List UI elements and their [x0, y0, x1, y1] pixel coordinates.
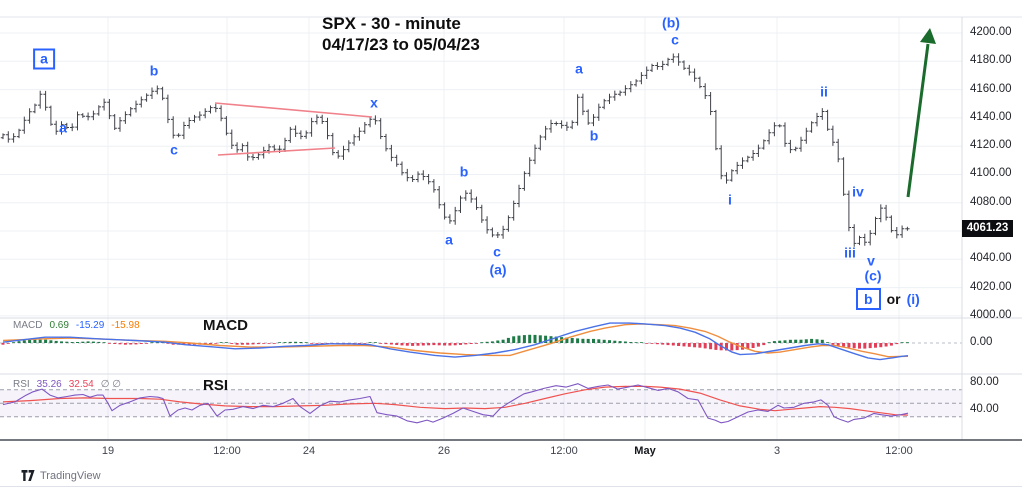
or-label: or [886, 291, 901, 307]
wave-label-iv[interactable]: iv [852, 183, 864, 200]
macd-line-value: -15.29 [75, 320, 105, 331]
trendline[interactable] [214, 102, 373, 118]
price-tick-label: 4100.00 [970, 167, 1012, 179]
rsi-ma-line [2, 385, 909, 416]
time-tick-label: May [634, 445, 656, 457]
wave-label-a[interactable]: a [59, 119, 67, 136]
trendline[interactable] [217, 147, 336, 156]
last-price-badge: 4061.23 [962, 220, 1013, 237]
wave-label-b[interactable]: b [459, 163, 469, 180]
wave-label-x[interactable]: x [370, 94, 378, 111]
tradingview-logo[interactable]: TradingView [21, 469, 101, 482]
macd-signal-line [2, 323, 909, 358]
price-tick-label: 4020.00 [970, 281, 1012, 293]
rsi-line [2, 383, 909, 424]
price-bars[interactable] [0, 53, 910, 247]
price-tick-label: 4180.00 [970, 54, 1012, 66]
rsi-legend[interactable]: RSI 35.26 32.54 ∅ ∅ [13, 379, 128, 390]
wave-label-a[interactable]: (a) [489, 261, 507, 278]
projection-arrow[interactable] [906, 28, 936, 198]
wave-label-c[interactable]: c [671, 31, 679, 48]
price-tick-label: 4140.00 [970, 111, 1012, 123]
rsi-tick-label: 80.00 [970, 376, 999, 388]
wave-label-b[interactable]: (b) [662, 14, 680, 31]
time-tick-label: 3 [773, 445, 781, 457]
rsi-ma-value: 32.54 [68, 379, 94, 390]
price-tick-label: 4040.00 [970, 252, 1012, 264]
time-axis[interactable]: 19 12:00 24 26 12:00 May 3 12:00 [0, 441, 962, 462]
wave-label-c[interactable]: c [493, 243, 501, 260]
wave-label-b[interactable]: b [589, 127, 599, 144]
macd-line [2, 322, 909, 361]
time-tick-label: 12:00 [550, 445, 578, 457]
rsi-line-value: 35.26 [36, 379, 62, 390]
tradingview-logo-text: TradingView [40, 469, 101, 482]
wave-label-i[interactable]: i [728, 191, 732, 208]
time-tick-label: 24 [302, 445, 316, 457]
price-axis[interactable]: 4200.00 4180.00 4160.00 4140.00 4120.00 4100.… [962, 17, 1022, 440]
time-tick-label: 12:00 [885, 445, 913, 457]
alt-i-label[interactable]: (i) [906, 291, 920, 307]
chart-title-line2: 04/17/23 to 05/04/23 [322, 35, 480, 54]
macd-histogram [1, 334, 909, 351]
price-tick-label: 4120.00 [970, 139, 1012, 151]
macd-signal-value: -15.98 [111, 320, 140, 331]
wave-label-a[interactable]: a [575, 60, 583, 77]
wave-label-c[interactable]: c [170, 141, 178, 158]
rsi-legend-name: RSI [13, 379, 30, 390]
price-tick-label: 4200.00 [970, 26, 1012, 38]
wave-label-a[interactable]: a [445, 231, 453, 248]
rsi-tick-label: 40.00 [970, 403, 999, 415]
tradingview-mark-icon [21, 470, 35, 481]
macd-panel-title[interactable]: MACD [203, 317, 248, 334]
wave-label-a[interactable]: a [33, 48, 55, 70]
wave-label-b[interactable]: b [149, 62, 159, 79]
rsi-hidden-values: ∅ ∅ [100, 379, 121, 390]
price-tick-label: 4000.00 [970, 309, 1012, 321]
rsi-panel-title[interactable]: RSI [203, 377, 229, 394]
chart-title-line1: SPX - 30 - minute [322, 14, 461, 33]
price-tick-label: 4080.00 [970, 196, 1012, 208]
boxed-b-label[interactable]: b [856, 288, 881, 310]
wave-label-ii[interactable]: ii [820, 83, 828, 100]
macd-legend-name: MACD [13, 320, 43, 331]
wave-label-iii[interactable]: iii [844, 244, 856, 261]
chart-title-annotation[interactable]: SPX - 30 - minute 04/17/23 to 05/04/23 [322, 13, 480, 55]
b-or-i-annotation[interactable]: b or (i) [856, 288, 920, 310]
macd-hist-value: 0.69 [49, 320, 69, 331]
time-tick-label: 26 [437, 445, 451, 457]
wave-label-c[interactable]: (c) [864, 267, 882, 284]
rsi-band [0, 389, 962, 417]
macd-legend[interactable]: MACD 0.69 -15.29 -15.98 [13, 320, 147, 331]
wave-label-v[interactable]: v [867, 252, 875, 269]
price-tick-label: 4160.00 [970, 83, 1012, 95]
time-tick-label: 19 [101, 445, 115, 457]
macd-zero-label: 0.00 [970, 336, 993, 348]
time-tick-label: 12:00 [213, 445, 241, 457]
